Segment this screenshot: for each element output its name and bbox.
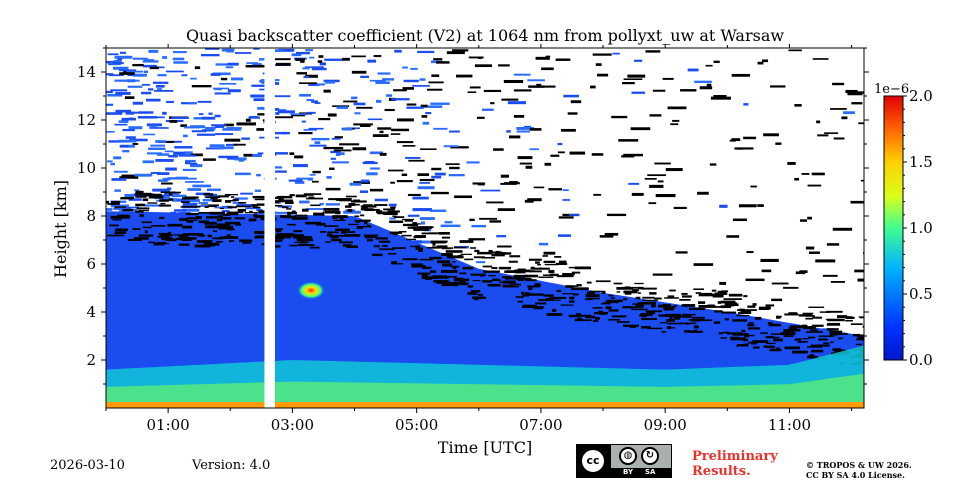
- colorbar-tick-label: 0.5: [909, 285, 933, 303]
- preliminary-results-note: Preliminary Results.: [692, 449, 778, 479]
- y-tick-label: 6: [86, 255, 96, 273]
- x-axis: 01:00 03:00 05:00 07:00 09:00 11:00: [105, 44, 853, 434]
- y-axis-label: Height [km]: [51, 180, 70, 278]
- x-tick-label: 11:00: [768, 416, 811, 434]
- copyright-line-2: CC BY SA 4.0 License.: [806, 470, 905, 480]
- cc-icon: cc: [577, 445, 611, 477]
- x-tick-label: 09:00: [644, 416, 687, 434]
- attribution-icon: ◍: [619, 447, 637, 465]
- colorbar-tick-label: 0.0: [909, 351, 933, 369]
- chart-title: Quasi backscatter coefficient (V2) at 10…: [186, 26, 784, 45]
- x-tick-label: 01:00: [147, 416, 190, 434]
- colorbar: [883, 95, 904, 361]
- plot-area: [106, 48, 864, 408]
- plot-frame: [105, 47, 865, 409]
- colorbar-tick-label: 1.5: [909, 153, 933, 171]
- y-tick-label: 2: [86, 351, 96, 369]
- near-ground-layer: [106, 402, 864, 408]
- copyright-line-1: © TROPOS & UW 2026.: [806, 460, 912, 470]
- x-tick-label: 03:00: [271, 416, 314, 434]
- colorbar-exponent: 1e−6: [874, 82, 909, 97]
- colorbar-ticks: 0.0 0.5 1.0 1.5 2.0: [903, 87, 933, 369]
- x-tick-label: 05:00: [395, 416, 438, 434]
- y-tick-label: 10: [77, 159, 96, 177]
- cc-sa-label: SA: [645, 468, 656, 476]
- colorbar-tick-label: 1.0: [909, 219, 933, 237]
- y-tick-label: 12: [77, 111, 96, 129]
- y-tick-label: 8: [86, 207, 96, 225]
- colorbar-tick-label: 2.0: [909, 87, 933, 105]
- boundary-layer-core: [106, 373, 864, 408]
- cc-by-label: BY: [623, 468, 634, 476]
- copyright-note: © TROPOS & UW 2026. CC BY SA 4.0 License…: [806, 460, 956, 480]
- date-label: 2026-03-10: [50, 458, 125, 473]
- y-axis: 2 4 6 8 10 12 14: [77, 47, 869, 385]
- aerosol-layer-region: [106, 211, 864, 408]
- share-alike-icon: ↻: [641, 447, 659, 465]
- cc-license-logo: cc ◍ ↻ BY SA: [576, 444, 672, 478]
- x-tick-label: 07:00: [519, 416, 562, 434]
- elevated-aerosol-patch: [297, 281, 326, 300]
- y-tick-label: 14: [77, 63, 96, 81]
- y-tick-label: 4: [86, 303, 96, 321]
- version-label: Version: 4.0: [192, 458, 271, 473]
- data-gap: [264, 48, 275, 408]
- x-axis-label: Time [UTC]: [438, 438, 532, 457]
